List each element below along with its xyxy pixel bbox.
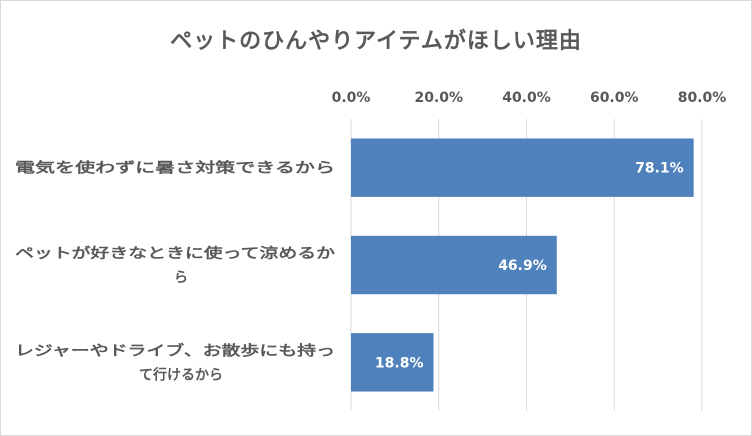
category-label: レジャーやドライブ、お散歩にも持っ: [15, 342, 335, 359]
data-label: 46.9%: [498, 258, 547, 274]
x-tick-label: 20.0%: [414, 90, 463, 106]
x-tick-label: 0.0%: [332, 90, 371, 106]
category-labels: 電気を使わずに暑さ対策できるからペットが好きなときに使って涼めるからレジャーやド…: [15, 160, 335, 384]
bar: [351, 138, 694, 197]
data-label: 78.1%: [635, 161, 684, 177]
category-label: 電気を使わずに暑さ対策できるから: [15, 160, 335, 177]
x-tick-label: 80.0%: [678, 90, 727, 106]
x-tick-label: 40.0%: [502, 90, 551, 106]
bars: 78.1% 46.9% 18.8%: [351, 138, 694, 392]
chart-title: ペットのひんやりアイテムがほしい理由: [170, 29, 582, 54]
category-label: ペットが好きなときに使って涼めるか: [15, 245, 335, 262]
bar: [351, 235, 557, 295]
category-label: て行けるから: [139, 366, 223, 383]
bar: [351, 333, 434, 392]
x-axis-tick-labels: 0.0% 20.0% 40.0% 60.0% 80.0%: [332, 90, 727, 106]
data-label: 18.8%: [375, 355, 424, 371]
category-label: ら: [174, 270, 188, 286]
x-tick-label: 60.0%: [590, 90, 639, 106]
